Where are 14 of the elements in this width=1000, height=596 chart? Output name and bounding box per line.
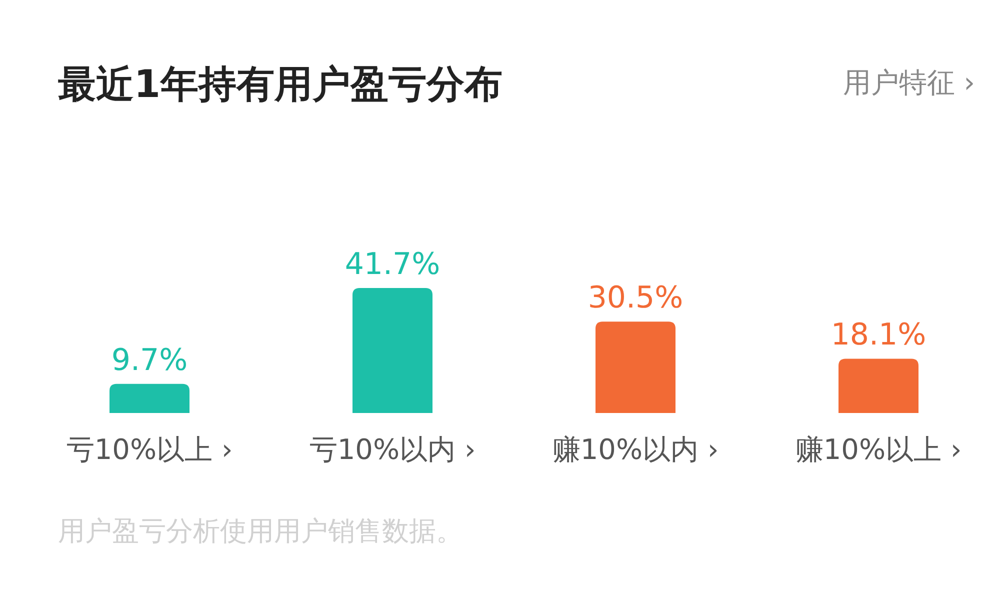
x-tick-label: 亏10%以内 › <box>309 433 476 466</box>
data-label: 18.1% <box>830 318 926 353</box>
bar <box>352 288 432 413</box>
x-tick-label: 赚10%以内 › <box>552 433 719 466</box>
x-tick-label: 赚10%以上 › <box>795 433 962 466</box>
data-label: 30.5% <box>588 280 684 316</box>
bar <box>110 384 190 413</box>
chart-title: 最近1年持有用户盈亏分布 <box>58 62 502 106</box>
data-label: 41.7% <box>344 247 440 282</box>
bar <box>838 358 918 413</box>
data-label: 9.7% <box>111 342 188 378</box>
text: 用户特征 › <box>842 66 975 99</box>
bar <box>596 322 676 413</box>
x-tick-label: 亏10%以上 › <box>66 433 233 466</box>
